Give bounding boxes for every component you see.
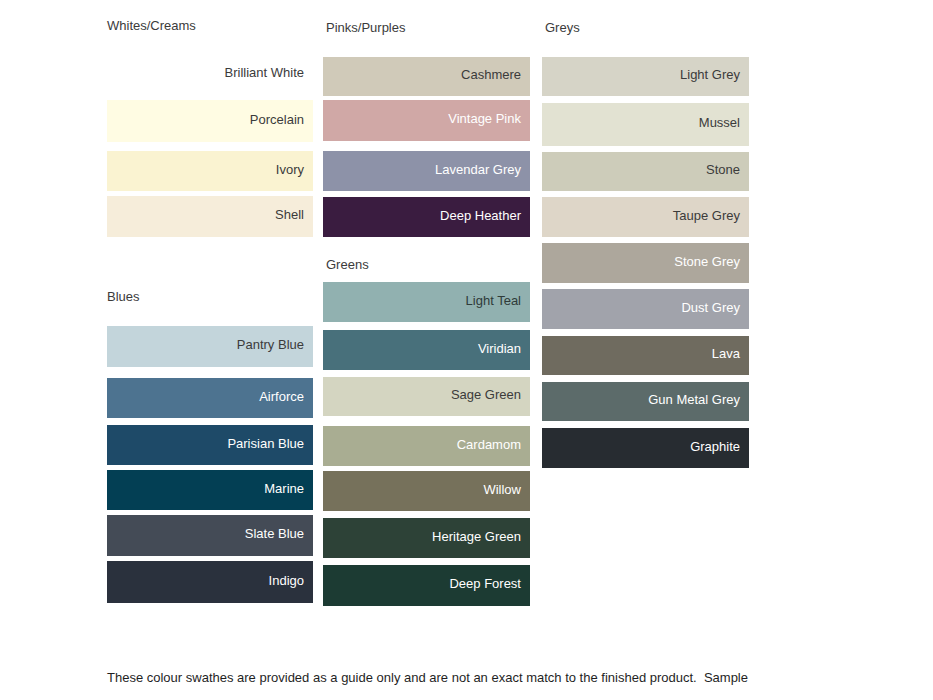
swatch-vintage-pink: Vintage Pink	[323, 100, 530, 141]
swatch-label: Cashmere	[461, 67, 521, 82]
swatch-label: Heritage Green	[432, 529, 521, 544]
swatch-mussel: Mussel	[542, 103, 749, 146]
footnote-line-1: These colour swathes are provided as a g…	[107, 670, 787, 686]
swatch-label: Shell	[275, 207, 304, 222]
swatch-label: Willow	[483, 482, 521, 497]
group-title-blues: Blues	[107, 289, 140, 304]
swatch-stone-grey: Stone Grey	[542, 243, 749, 283]
group-title-whites-creams: Whites/Creams	[107, 18, 196, 33]
column-whites-blues: Whites/Creams Brilliant White Porcelain …	[107, 0, 313, 700]
swatch-light-grey: Light Grey	[542, 57, 749, 96]
swatch-viridian: Viridian	[323, 330, 530, 370]
swatch-label: Brilliant White	[225, 65, 304, 80]
swatch-label: Light Teal	[466, 293, 521, 308]
swatch-cashmere: Cashmere	[323, 57, 530, 96]
swatch-label: Airforce	[259, 389, 304, 404]
swatch-light-teal: Light Teal	[323, 282, 530, 322]
swatch-indigo: Indigo	[107, 561, 313, 603]
swatch-label: Stone	[706, 162, 740, 177]
swatch-taupe-grey: Taupe Grey	[542, 197, 749, 237]
swatch-label: Deep Forest	[449, 576, 521, 591]
group-title-greys: Greys	[545, 20, 580, 35]
swatch-lava: Lava	[542, 336, 749, 375]
swatch-shell: Shell	[107, 196, 313, 237]
swatch-label: Cardamom	[457, 437, 521, 452]
swatch-label: Indigo	[269, 573, 304, 588]
swatch-graphite: Graphite	[542, 428, 749, 468]
footnote: These colour swathes are provided as a g…	[107, 639, 787, 700]
swatch-label: Viridian	[478, 341, 521, 356]
swatch-airforce: Airforce	[107, 378, 313, 418]
swatch-label: Lava	[712, 346, 740, 361]
swatch-dust-grey: Dust Grey	[542, 289, 749, 329]
swatch-heritage-green: Heritage Green	[323, 518, 530, 558]
swatch-label: Mussel	[699, 115, 740, 130]
swatch-marine: Marine	[107, 470, 313, 510]
group-title-pinks-purples: Pinks/Purples	[326, 20, 405, 35]
swatch-ivory: Ivory	[107, 151, 313, 191]
swatch-label: Marine	[264, 481, 304, 496]
swatch-lavendar-grey: Lavendar Grey	[323, 151, 530, 191]
swatch-gun-metal-grey: Gun Metal Grey	[542, 382, 749, 421]
column-greys: Greys Light Grey Mussel Stone Taupe Grey…	[542, 0, 749, 700]
swatch-label: Light Grey	[680, 67, 740, 82]
swatch-label: Dust Grey	[681, 300, 740, 315]
swatch-label: Taupe Grey	[673, 208, 740, 223]
swatch-label: Lavendar Grey	[435, 162, 521, 177]
swatch-label: Ivory	[276, 162, 304, 177]
swatch-label: Porcelain	[250, 112, 304, 127]
swatch-deep-forest: Deep Forest	[323, 565, 530, 606]
swatch-label: Stone Grey	[674, 254, 740, 269]
swatch-label: Parisian Blue	[227, 436, 304, 451]
colour-guide-page: Whites/Creams Brilliant White Porcelain …	[0, 0, 933, 700]
swatch-deep-heather: Deep Heather	[323, 197, 530, 237]
swatch-label: Vintage Pink	[448, 111, 521, 126]
swatch-sage-green: Sage Green	[323, 377, 530, 416]
swatch-label: Graphite	[690, 439, 740, 454]
swatch-stone: Stone	[542, 152, 749, 191]
swatch-parisian-blue: Parisian Blue	[107, 425, 313, 465]
swatch-label: Gun Metal Grey	[648, 392, 740, 407]
swatch-label: Sage Green	[451, 387, 521, 402]
swatch-cardamom: Cardamom	[323, 426, 530, 466]
swatch-label: Deep Heather	[440, 208, 521, 223]
swatch-slate-blue: Slate Blue	[107, 515, 313, 556]
swatch-brilliant-white: Brilliant White	[107, 53, 313, 96]
swatch-label: Slate Blue	[245, 526, 304, 541]
swatch-pantry-blue: Pantry Blue	[107, 326, 313, 367]
group-title-greens: Greens	[326, 257, 369, 272]
swatch-willow: Willow	[323, 471, 530, 511]
swatch-porcelain: Porcelain	[107, 100, 313, 142]
swatch-label: Pantry Blue	[237, 337, 304, 352]
column-pinks-greens: Pinks/Purples Cashmere Vintage Pink Lave…	[323, 0, 530, 700]
